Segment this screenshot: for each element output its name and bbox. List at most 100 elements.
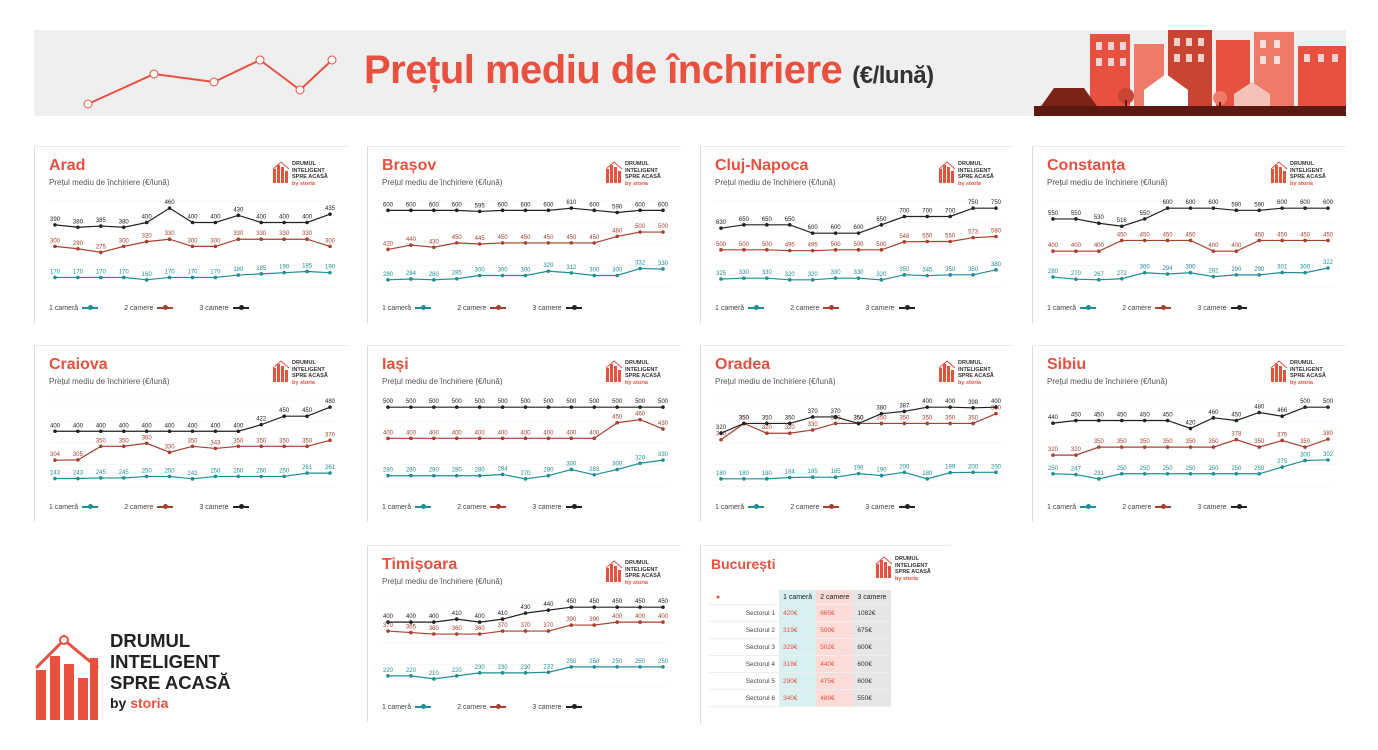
table-header-row: ● 1 cameră 2 camere 3 camere [709,590,891,605]
data-point [144,220,149,225]
data-point [167,429,172,434]
legend-item: 3 camere [865,305,915,312]
data-label: 360 [429,626,440,632]
legend-item: 2 camere [457,704,507,711]
data-point [213,220,218,225]
data-label: 350 [233,438,244,444]
data-point [638,208,642,213]
data-point [1211,206,1216,210]
data-point [765,431,769,436]
logo-by-storia: by storia [895,576,931,583]
logo-line-2: INTELIGENT [292,366,325,373]
data-point [1051,471,1055,476]
data-label: 450 [566,235,577,241]
logo-line-3: SPRE ACASĂ [625,174,661,180]
data-point [1257,410,1262,415]
data-label: 250 [566,659,577,665]
data-point [615,467,619,472]
data-label: 170 [96,269,107,275]
data-label: 450 [543,235,554,241]
data-label: 300 [566,461,577,467]
data-label: 245 [96,470,107,476]
data-point [99,429,103,434]
data-label: 370 [498,623,509,629]
chart-title: Timișoara [382,556,458,573]
legend-item: 1 cameră [1047,504,1097,511]
data-label: 400 [452,430,463,436]
logo-storia: storia [299,180,315,187]
legend-swatch-icon [898,305,915,311]
data-point [810,231,815,235]
data-point [546,608,551,612]
data-point [500,671,505,675]
data-label: 400 [589,430,600,436]
house-bars-logo-icon [605,360,623,382]
data-label: 250 [1163,466,1174,472]
table-cell: 440€ [816,655,854,673]
logo-line-2: INTELIGENT [625,167,658,174]
data-point [167,474,172,479]
data-label: 450 [279,408,290,414]
data-label: 400 [50,423,61,429]
data-label: 270 [1071,271,1082,277]
data-point [409,473,413,478]
data-point [523,273,528,278]
data-label: 301 [1277,265,1288,271]
data-label: 170 [73,269,84,275]
legend-swatch-icon [823,305,840,311]
data-label: 400 [475,614,486,620]
data-label: 387 [899,403,910,409]
data-label: 450 [1071,412,1082,418]
card-logo-text: DRUMUL INTELIGENT SPRE ACASĂ by storia [625,161,661,187]
data-point [994,405,998,409]
data-label: 550 [1140,211,1151,217]
legend-swatch-icon [415,504,432,510]
data-label: 350 [1163,439,1174,445]
chart-subtitle: Prețul mediu de închiriere (€/lună) [382,178,503,187]
data-label: 500 [429,399,440,405]
legend-dot-icon [571,704,577,710]
data-point [305,471,309,475]
data-point [1234,437,1239,442]
data-point [1188,270,1193,275]
legend-label: 2 camere [457,504,487,511]
data-label: 500 [635,399,646,405]
data-point [1074,472,1078,477]
table-cell: 665€ [816,604,854,622]
data-label: 450 [589,599,600,605]
logo-line-2: INTELIGENT [625,566,658,573]
data-label: 400 [187,423,198,429]
chart-subtitle: Prețul mediu de închiriere (€/lună) [49,377,170,386]
data-label: 400 [233,423,244,429]
legend-swatch-icon [82,504,99,510]
data-point [569,436,574,441]
data-label: 330 [302,231,313,237]
data-label: 250 [1048,466,1059,472]
data-point [454,241,459,245]
data-point [500,436,505,441]
chart-legend: 1 cameră 2 camere 3 camere [382,704,608,711]
legend-swatch-icon [415,305,432,311]
logo-line-1: DRUMUL [958,360,982,366]
data-label: 280 [429,468,440,474]
data-point [1188,426,1193,431]
data-label: 398 [968,400,979,406]
data-point [1303,445,1307,449]
data-point [409,630,413,635]
data-label: 450 [566,599,577,605]
data-label: 304 [50,452,61,458]
data-label: 400 [383,430,394,436]
legend-item: 3 camere [1197,305,1247,312]
logo-line-1: DRUMUL [895,556,919,562]
city-skyline-icon [1034,30,1346,116]
chart-card-constanta: Constanța Prețul mediu de închiriere (€/l… [1032,146,1346,323]
data-point [1211,445,1216,449]
data-point [477,405,482,409]
data-point [99,444,103,449]
data-point [53,429,57,434]
data-label: 440 [1048,415,1059,421]
data-label: 370 [520,623,531,629]
data-label: 320 [142,234,153,240]
data-label: 300 [589,267,600,273]
data-point [1257,471,1262,476]
